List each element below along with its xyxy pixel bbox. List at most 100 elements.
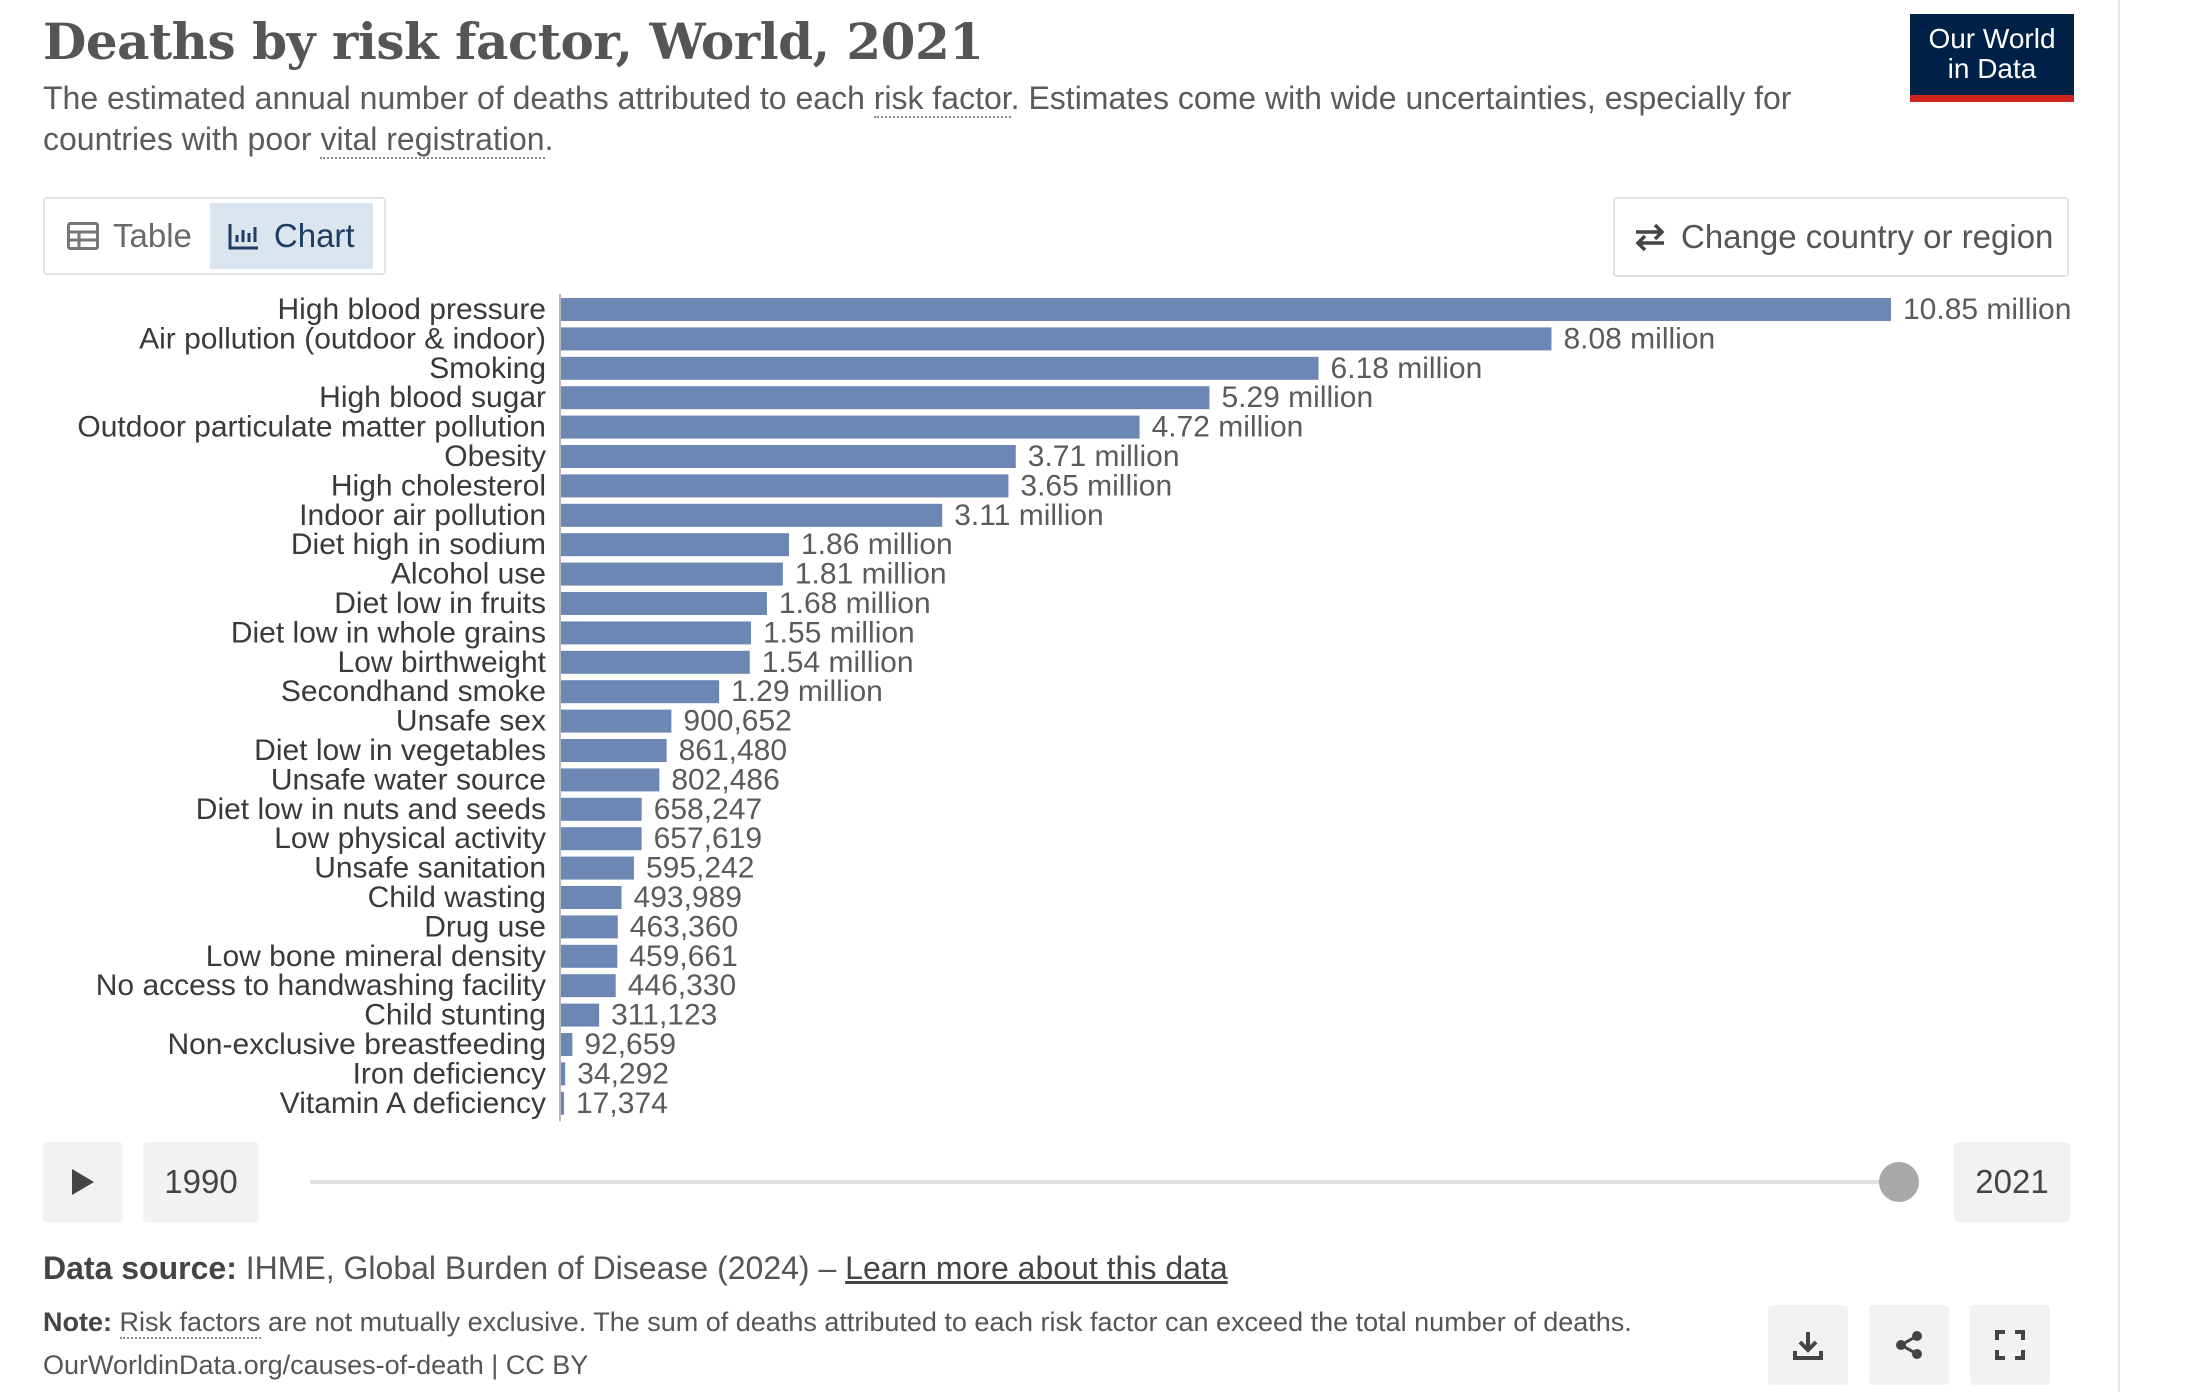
- swap-arrows-icon: [1635, 223, 1665, 252]
- bar[interactable]: [561, 886, 622, 909]
- value-label: 657,619: [654, 822, 762, 855]
- timeline-track[interactable]: [310, 1180, 1885, 1184]
- risk-factors-link[interactable]: Risk factors: [119, 1307, 261, 1339]
- tab-chart[interactable]: Chart: [209, 203, 373, 269]
- subtitle-text-2: . Estimates come with wide uncertainties…: [43, 80, 1792, 157]
- view-tabs: Table Chart: [43, 197, 386, 275]
- vital-registration-link[interactable]: vital registration: [320, 121, 545, 159]
- bar[interactable]: [561, 915, 618, 939]
- bar[interactable]: [561, 621, 751, 645]
- category-label: Diet low in vegetables: [254, 734, 546, 767]
- value-label: 311,123: [611, 999, 717, 1032]
- value-label: 5.29 million: [1221, 381, 1373, 414]
- category-label: Indoor air pollution: [299, 499, 546, 532]
- learn-more-link[interactable]: Learn more about this data: [845, 1250, 1228, 1286]
- value-label: 92,659: [584, 1028, 676, 1061]
- bar[interactable]: [561, 445, 1016, 468]
- bar[interactable]: [561, 356, 1319, 380]
- share-button[interactable]: [1869, 1305, 1949, 1385]
- value-label: 17,374: [576, 1087, 668, 1120]
- category-label: Unsafe sex: [396, 705, 546, 738]
- bar[interactable]: [561, 503, 943, 527]
- category-label: Drug use: [424, 910, 546, 943]
- bar[interactable]: [561, 680, 720, 704]
- value-label: 861,480: [679, 734, 787, 767]
- category-label: Outdoor particulate matter pollution: [77, 411, 546, 444]
- bar[interactable]: [561, 768, 660, 792]
- owid-logo[interactable]: Our World in Data: [1910, 14, 2074, 102]
- bar[interactable]: [561, 974, 616, 998]
- value-label: 595,242: [646, 852, 754, 885]
- value-label: 463,360: [630, 910, 738, 943]
- bar[interactable]: [561, 1091, 564, 1115]
- bar[interactable]: [561, 1033, 573, 1056]
- value-label: 1.81 million: [795, 558, 947, 591]
- timeline-handle[interactable]: [1879, 1162, 1919, 1202]
- bar[interactable]: [561, 944, 618, 968]
- download-button[interactable]: [1768, 1305, 1848, 1385]
- value-label: 4.72 million: [1152, 411, 1304, 444]
- bar[interactable]: [561, 1003, 600, 1027]
- category-label: Diet high in sodium: [291, 528, 546, 561]
- category-label: Obesity: [444, 440, 546, 473]
- bar[interactable]: [561, 650, 750, 674]
- bar[interactable]: [561, 709, 672, 733]
- tab-chart-label: Chart: [273, 217, 355, 254]
- category-label: Low birthweight: [338, 646, 547, 679]
- bar[interactable]: [561, 533, 789, 557]
- value-label: 802,486: [671, 763, 779, 796]
- fullscreen-icon: [1995, 1330, 2025, 1360]
- subtitle-text-1: The estimated annual number of deaths at…: [43, 80, 874, 116]
- category-label: Smoking: [429, 352, 546, 385]
- bar[interactable]: [561, 797, 642, 821]
- play-button[interactable]: [43, 1142, 123, 1222]
- bar[interactable]: [561, 415, 1140, 439]
- value-label: 1.54 million: [762, 646, 914, 679]
- category-label: Low bone mineral density: [206, 940, 546, 973]
- category-label: Diet low in whole grains: [231, 616, 546, 649]
- bar[interactable]: [561, 386, 1210, 410]
- value-label: 900,652: [683, 705, 791, 738]
- note-label: Note:: [43, 1307, 112, 1337]
- category-label: Secondhand smoke: [281, 675, 546, 708]
- change-country-button[interactable]: Change country or region: [1613, 197, 2069, 277]
- data-source: Data source: IHME, Global Burden of Dise…: [43, 1250, 1228, 1287]
- subtitle-text-3: .: [544, 121, 554, 157]
- category-label: Diet low in fruits: [334, 587, 546, 620]
- start-year-label[interactable]: 1990: [143, 1142, 259, 1222]
- source-label: Data source:: [43, 1250, 237, 1286]
- bar[interactable]: [561, 592, 767, 615]
- bar[interactable]: [561, 827, 642, 851]
- bar[interactable]: [561, 474, 1009, 498]
- bar[interactable]: [561, 327, 1552, 351]
- category-label: Unsafe sanitation: [314, 852, 546, 885]
- subtitle: The estimated annual number of deaths at…: [43, 78, 1853, 160]
- chart-icon: [228, 224, 258, 250]
- source-url[interactable]: OurWorldinData.org/causes-of-death | CC …: [43, 1350, 589, 1380]
- bar[interactable]: [561, 298, 1891, 321]
- risk-factor-link[interactable]: risk factor: [873, 80, 1011, 118]
- fullscreen-button[interactable]: [1970, 1305, 2050, 1385]
- play-icon: [72, 1169, 94, 1195]
- end-year-label[interactable]: 2021: [1954, 1142, 2070, 1222]
- tab-table[interactable]: Table: [49, 203, 210, 269]
- bar[interactable]: [561, 1062, 566, 1086]
- category-label: Air pollution (outdoor & indoor): [139, 322, 546, 355]
- value-label: 446,330: [628, 969, 736, 1002]
- bar[interactable]: [561, 739, 667, 762]
- value-label: 3.71 million: [1028, 440, 1180, 473]
- category-label: High cholesterol: [331, 469, 546, 502]
- category-label: High blood pressure: [278, 293, 547, 326]
- table-icon: [67, 222, 99, 250]
- bar[interactable]: [561, 856, 634, 880]
- chart-card: Deaths by risk factor, World, 2021 The e…: [43, 0, 2120, 1392]
- value-label: 3.11 million: [954, 499, 1104, 532]
- logo-red-bar: [1910, 95, 2074, 102]
- category-label: Alcohol use: [391, 558, 546, 591]
- chart-note: Note: Risk factors are not mutually excl…: [43, 1307, 1632, 1339]
- bar-chart: High blood pressure 10.85 million Air poll…: [77, 293, 2071, 1122]
- value-label: 1.55 million: [763, 616, 915, 649]
- download-icon: [1793, 1332, 1823, 1360]
- value-label: 8.08 million: [1563, 322, 1715, 355]
- bar[interactable]: [561, 562, 783, 586]
